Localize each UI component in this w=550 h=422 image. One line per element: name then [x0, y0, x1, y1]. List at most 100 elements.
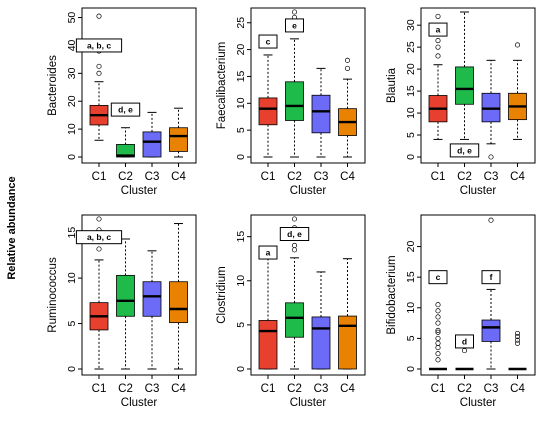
significance-box — [279, 227, 310, 241]
significance-box — [481, 270, 501, 285]
outlier-point — [514, 330, 521, 337]
outlier-point — [96, 246, 102, 252]
y-tick-label: 5 — [235, 127, 247, 133]
box-C2 — [285, 302, 304, 338]
y-tick-label: 20 — [235, 44, 247, 56]
box-C4 — [169, 281, 188, 324]
y-tick-label: 25 — [235, 17, 247, 29]
x-tick-label: C2 — [287, 383, 302, 395]
x-tick-label: C4 — [340, 171, 355, 183]
significance-label: a — [436, 25, 441, 35]
outlier-point — [344, 65, 351, 71]
x-axis-label: Cluster — [290, 397, 327, 409]
y-tick-label: 20 — [66, 95, 78, 107]
box-C2 — [285, 81, 304, 121]
significance-label: f — [490, 272, 493, 282]
outlier-point — [435, 53, 441, 59]
y-tick-label: 0 — [405, 154, 417, 160]
box-C4 — [338, 315, 357, 370]
significance-label: c — [436, 272, 441, 282]
y-tick-label: 0 — [405, 366, 417, 372]
significance-label: d — [462, 336, 467, 346]
outlier-point — [514, 340, 521, 346]
y-tick-label: 0 — [235, 154, 247, 160]
y-tick-label: 5 — [235, 322, 247, 328]
plot-frame — [250, 214, 366, 376]
plot-frame — [250, 7, 366, 164]
y-tick-label: 10 — [66, 123, 78, 135]
y-tick-label: 10 — [235, 275, 247, 287]
x-axis-label: Cluster — [121, 185, 158, 197]
outlier-point — [435, 44, 441, 50]
y-tick-label: 15 — [235, 231, 247, 243]
x-tick-label: C2 — [118, 383, 133, 395]
outlier-point — [435, 335, 441, 341]
x-tick-label: C4 — [510, 383, 525, 395]
x-axis-label: Cluster — [460, 397, 497, 409]
x-tick-label: C3 — [145, 383, 160, 395]
plot-frame — [81, 214, 197, 376]
y-axis-label: Bifidobacterium — [386, 255, 398, 334]
outlier-point — [291, 247, 298, 253]
box-C2 — [116, 274, 135, 317]
x-tick-label: C3 — [484, 171, 499, 183]
significance-label: c — [266, 37, 271, 47]
outlier-point — [435, 327, 441, 333]
x-tick-label: C1 — [431, 171, 446, 183]
outlier-point — [291, 216, 298, 222]
x-tick-label: C1 — [92, 171, 107, 183]
significance-label: a — [266, 248, 271, 258]
x-tick-label: C1 — [261, 383, 276, 395]
plot-frame — [81, 7, 197, 164]
x-tick-label: C4 — [340, 383, 355, 395]
y-tick-label: 5 — [66, 320, 78, 326]
outlier-point — [435, 38, 441, 44]
y-tick-label: 10 — [235, 97, 247, 109]
panel-3: 0 5 10 15 20 25 30 Blautia C1 C2 C3 C4 Cluster a d, e — [386, 7, 536, 197]
box-C1 — [258, 97, 278, 126]
x-tick-label: C2 — [118, 171, 133, 183]
outlier-point — [514, 337, 521, 343]
y-tick-label: 30 — [405, 19, 417, 31]
significance-box — [428, 22, 448, 37]
y-tick-label: 0 — [235, 366, 247, 372]
significance-label: a, b, c — [87, 40, 111, 50]
outlier-point — [435, 308, 441, 314]
y-tick-label: 10 — [405, 302, 417, 314]
x-tick-label: C3 — [314, 383, 329, 395]
outlier-point — [435, 302, 441, 308]
outlier-point — [96, 70, 102, 76]
outlier-point — [461, 348, 468, 354]
box-C4 — [169, 127, 188, 152]
x-tick-label: C3 — [484, 383, 499, 395]
outlier-point — [435, 314, 441, 320]
y-tick-label: 15 — [405, 85, 417, 97]
significance-label: d, e — [287, 229, 302, 239]
panel-5: 0 5 10 15 Clostridium C1 C2 C3 C4 Cluster a d, e — [216, 214, 366, 409]
significance-box — [258, 34, 278, 49]
x-tick-label: C2 — [457, 383, 472, 395]
y-tick-label: 25 — [405, 41, 417, 53]
y-tick-label: 0 — [66, 154, 78, 160]
y-axis-label: Blautia — [386, 67, 398, 103]
x-tick-label: C1 — [261, 171, 276, 183]
significance-box — [449, 143, 480, 158]
significance-box — [455, 334, 474, 349]
box-C3 — [142, 281, 162, 317]
box-C2 — [455, 66, 474, 105]
significance-box — [75, 230, 123, 245]
y-tick-label: 20 — [405, 63, 417, 75]
outlier-point — [96, 13, 102, 19]
outlier-point — [435, 320, 441, 326]
y-tick-label: 15 — [235, 70, 247, 82]
x-tick-label: C4 — [171, 383, 186, 395]
box-C2 — [116, 144, 135, 158]
x-tick-label: C3 — [314, 171, 329, 183]
significance-label: a, b, c — [87, 232, 111, 242]
y-tick-label: 5 — [405, 132, 417, 138]
outlier-point — [488, 154, 494, 160]
y-tick-label: 5 — [405, 335, 417, 341]
y-tick-label: 10 — [405, 107, 417, 119]
x-tick-label: C3 — [145, 171, 160, 183]
